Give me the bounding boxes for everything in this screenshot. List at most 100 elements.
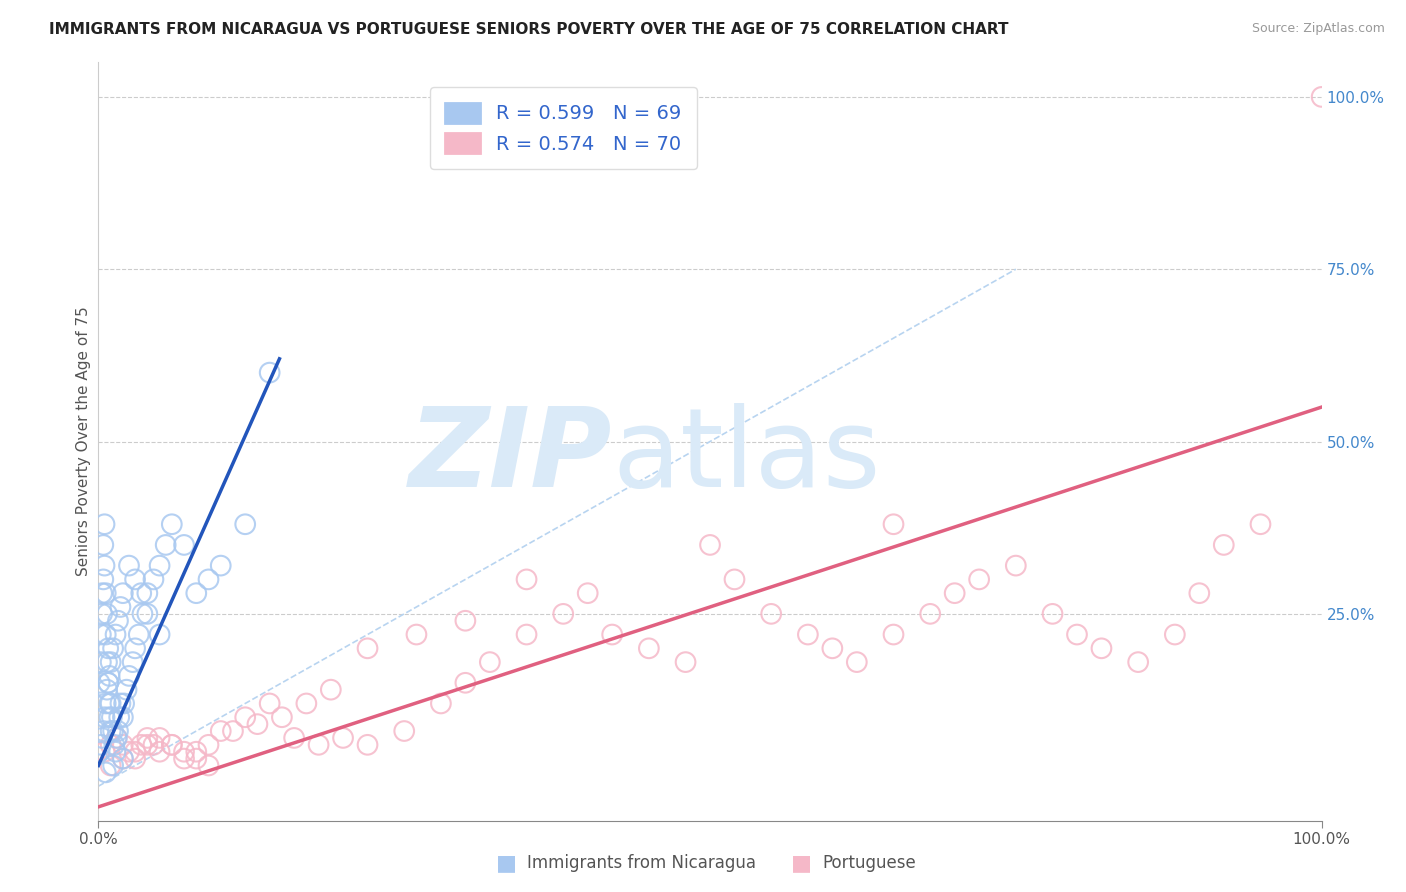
Point bbox=[112, 697, 135, 711]
Point bbox=[356, 738, 378, 752]
Point bbox=[845, 655, 868, 669]
Point bbox=[319, 682, 342, 697]
Point bbox=[96, 655, 118, 669]
Point bbox=[233, 517, 256, 532]
Point bbox=[91, 724, 114, 739]
Point bbox=[93, 558, 115, 573]
Text: IMMIGRANTS FROM NICARAGUA VS PORTUGUESE SENIORS POVERTY OVER THE AGE OF 75 CORRE: IMMIGRANTS FROM NICARAGUA VS PORTUGUESE … bbox=[49, 22, 1008, 37]
Point bbox=[209, 724, 232, 739]
Point bbox=[111, 751, 134, 765]
Point bbox=[405, 627, 427, 641]
Point bbox=[883, 627, 905, 641]
Text: Portuguese: Portuguese bbox=[823, 855, 917, 872]
Point bbox=[128, 627, 150, 641]
Point bbox=[149, 627, 172, 641]
Point bbox=[111, 751, 134, 765]
Point bbox=[89, 675, 111, 690]
Point bbox=[920, 607, 942, 621]
Point bbox=[90, 738, 112, 752]
Point bbox=[259, 366, 281, 380]
Point bbox=[90, 627, 112, 641]
Point bbox=[108, 710, 131, 724]
Point bbox=[124, 641, 146, 656]
Point bbox=[93, 710, 115, 724]
Point bbox=[515, 627, 537, 641]
Point bbox=[186, 586, 208, 600]
Point bbox=[129, 738, 152, 752]
Point bbox=[98, 710, 121, 724]
Point bbox=[136, 607, 159, 621]
Point bbox=[101, 724, 124, 739]
Point bbox=[295, 697, 318, 711]
Point bbox=[111, 710, 134, 724]
Point bbox=[576, 586, 599, 600]
Point bbox=[89, 745, 111, 759]
Point bbox=[821, 641, 844, 656]
Point bbox=[94, 586, 117, 600]
Point bbox=[100, 724, 122, 739]
Point bbox=[142, 573, 165, 587]
Point bbox=[1066, 627, 1088, 641]
Point bbox=[91, 573, 114, 587]
Point bbox=[1042, 607, 1064, 621]
Point bbox=[136, 731, 159, 745]
Point bbox=[1164, 627, 1187, 641]
Text: ■: ■ bbox=[792, 854, 811, 873]
Point bbox=[1212, 538, 1234, 552]
Point bbox=[270, 710, 294, 724]
Point bbox=[96, 607, 118, 621]
Point bbox=[115, 682, 138, 697]
Point bbox=[149, 558, 172, 573]
Point bbox=[100, 655, 122, 669]
Point bbox=[93, 517, 115, 532]
Point bbox=[97, 675, 120, 690]
Point bbox=[197, 758, 219, 772]
Point bbox=[96, 682, 118, 697]
Point bbox=[430, 697, 453, 711]
Point bbox=[91, 538, 114, 552]
Point bbox=[478, 655, 501, 669]
Point bbox=[197, 573, 219, 587]
Point bbox=[332, 731, 354, 745]
Text: ZIP: ZIP bbox=[409, 403, 612, 510]
Point bbox=[1249, 517, 1271, 532]
Point bbox=[173, 745, 195, 759]
Text: Immigrants from Nicaragua: Immigrants from Nicaragua bbox=[527, 855, 756, 872]
Point bbox=[136, 738, 159, 752]
Point bbox=[91, 586, 114, 600]
Point bbox=[553, 607, 575, 621]
Point bbox=[797, 627, 820, 641]
Point bbox=[124, 573, 146, 587]
Point bbox=[121, 655, 143, 669]
Point bbox=[209, 558, 232, 573]
Point bbox=[308, 738, 330, 752]
Point bbox=[160, 738, 183, 752]
Point bbox=[110, 599, 132, 614]
Point bbox=[94, 627, 117, 641]
Point bbox=[160, 517, 183, 532]
Point bbox=[943, 586, 966, 600]
Point bbox=[283, 731, 305, 745]
Point bbox=[107, 614, 129, 628]
Point bbox=[103, 738, 125, 752]
Point bbox=[118, 669, 141, 683]
Text: atlas: atlas bbox=[612, 403, 880, 510]
Point bbox=[100, 697, 122, 711]
Point bbox=[98, 669, 121, 683]
Point bbox=[454, 614, 477, 628]
Point bbox=[94, 765, 117, 780]
Point bbox=[233, 710, 256, 724]
Point bbox=[107, 724, 129, 739]
Point bbox=[101, 710, 124, 724]
Point bbox=[124, 751, 146, 765]
Point bbox=[173, 538, 195, 552]
Point bbox=[515, 573, 537, 587]
Point bbox=[1188, 586, 1211, 600]
Legend: R = 0.599   N = 69, R = 0.574   N = 70: R = 0.599 N = 69, R = 0.574 N = 70 bbox=[430, 87, 697, 169]
Point bbox=[637, 641, 661, 656]
Point bbox=[883, 517, 905, 532]
Point bbox=[98, 697, 121, 711]
Point bbox=[160, 738, 183, 752]
Point bbox=[149, 745, 172, 759]
Point bbox=[246, 717, 269, 731]
